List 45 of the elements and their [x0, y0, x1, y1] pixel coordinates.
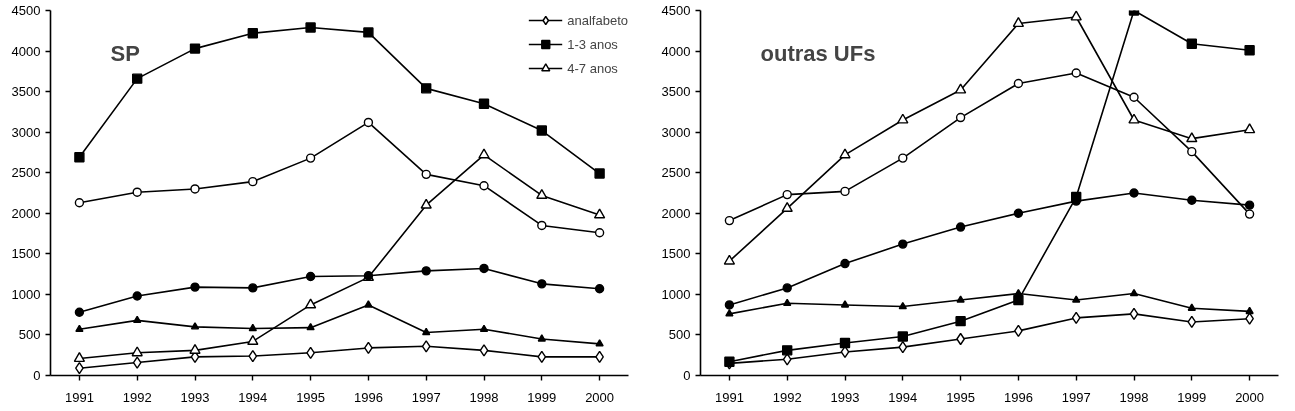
x-tick-label: 1998	[469, 389, 499, 405]
y-tick-label: 4500	[11, 3, 41, 18]
x-tick-label: 1993	[830, 389, 860, 405]
y-tick-label: 500	[668, 327, 691, 343]
text: SP	[110, 40, 140, 66]
x-tick-label: 1994	[888, 389, 918, 405]
x-tick-label: 1995	[296, 389, 326, 405]
x-tick-label: 1991	[64, 389, 94, 405]
y-tick-label: 1000	[661, 286, 691, 302]
x-tick-label: 1994	[238, 389, 268, 405]
y-tick-label: 1500	[661, 246, 691, 262]
x-tick-label: 2000	[585, 389, 615, 405]
y-tick-label: 3000	[661, 124, 691, 140]
legend-label: analfabeto	[567, 12, 628, 28]
y-tick-label: 3500	[661, 84, 691, 100]
y-tick-label: 3500	[11, 84, 41, 100]
legend-label: 1-3 anos	[567, 36, 618, 52]
x-tick-label: 1997	[411, 389, 441, 405]
x-tick-label: 1996	[1003, 389, 1033, 405]
y-tick-label: 0	[683, 368, 691, 383]
y-tick-label: 0	[33, 368, 41, 383]
x-tick-label: 1999	[527, 389, 557, 405]
x-tick-label: 1992	[122, 389, 152, 405]
y-tick-label: 4500	[661, 3, 691, 18]
x-tick-label: 1998	[1119, 389, 1149, 405]
x-tick-label: 1999	[1177, 389, 1207, 405]
y-tick-label: 4000	[661, 43, 691, 59]
y-tick-label: 500	[18, 327, 41, 343]
y-tick-label: 1000	[11, 286, 41, 302]
x-tick-label: 2000	[1235, 389, 1265, 405]
x-tick-label: 1991	[714, 389, 744, 405]
x-tick-label: 1997	[1061, 389, 1091, 405]
y-tick-label: 4000	[11, 43, 41, 59]
y-tick-label: 2000	[661, 205, 691, 221]
y-tick-label: 2500	[11, 165, 41, 181]
legend-label: 4-7 anos	[567, 60, 618, 76]
x-tick-label: 1993	[180, 389, 210, 405]
x-tick-label: 1996	[353, 389, 383, 405]
y-tick-label: 2000	[11, 205, 41, 221]
x-tick-label: 1992	[772, 389, 802, 405]
y-tick-label: 1500	[11, 246, 41, 262]
y-tick-label: 3000	[11, 124, 41, 140]
text: outras UFs	[760, 40, 876, 66]
y-tick-label: 2500	[661, 165, 691, 181]
x-tick-label: 1995	[946, 389, 976, 405]
